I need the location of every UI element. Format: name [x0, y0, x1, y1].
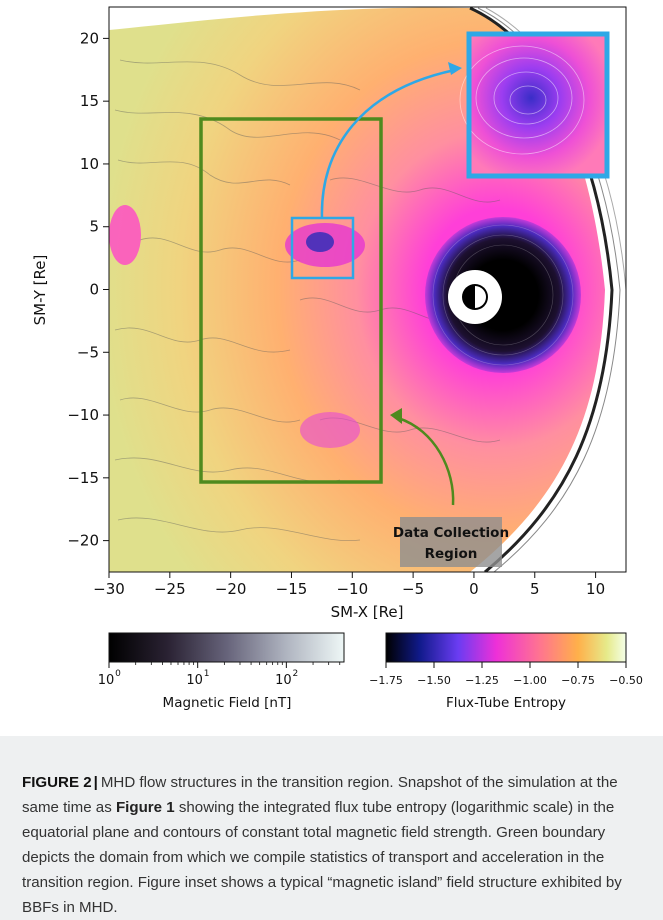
x-tick-label: −30: [93, 580, 125, 598]
x-tick-label: −5: [402, 580, 424, 598]
colorbar-entropy-label: Flux-Tube Entropy: [446, 695, 566, 711]
caption-text-2: showing the integrated flux tube entropy…: [22, 799, 622, 916]
x-tick-label: 5: [530, 580, 540, 598]
caption-box: FIGURE 2 | MHD flow structures in the tran…: [0, 736, 663, 920]
x-tick-label: 0: [469, 580, 479, 598]
cb-right-tick-label: −1.50: [417, 674, 451, 687]
caption-label: FIGURE 2: [22, 774, 92, 791]
cb-left-tick-label: 10: [186, 673, 203, 688]
y-axis-ticks: 20 15 10 5 0 −5 −10 −15 −20: [67, 29, 109, 550]
colorbar-entropy-ticks: −1.75 −1.50 −1.25 −1.00 −0.75 −0.50: [369, 662, 643, 687]
annotation-line-1: Data Collection: [393, 525, 509, 541]
x-axis-ticks: −30 −25 −20 −15 −10 −5 0 5 10: [93, 572, 605, 598]
cb-right-tick-label: −0.75: [561, 674, 595, 687]
caption-figure-ref: Figure 1: [115, 799, 175, 816]
y-tick-label: −10: [67, 406, 99, 424]
cb-right-tick-label: −1.25: [465, 674, 499, 687]
x-tick-label: −25: [154, 580, 186, 598]
y-tick-label: −20: [67, 532, 99, 550]
inner-magnetosphere: [425, 217, 581, 373]
colorbar-magnetic-field: 10 0 10 1 10 2 Magnetic Field [nT]: [98, 632, 345, 711]
y-tick-label: 10: [80, 155, 99, 173]
cb-right-tick-label: −0.50: [609, 674, 643, 687]
caption-text-1: MHD flow structures in the transition re…: [22, 774, 618, 816]
y-tick-label: 20: [80, 29, 99, 47]
inset-source-box: [290, 216, 355, 280]
cb-left-tick-exponent: 2: [292, 669, 298, 679]
data-collection-region: [199, 117, 383, 484]
cb-left-tick-exponent: 0: [115, 669, 121, 679]
cb-right-tick-label: −1.00: [513, 674, 547, 687]
cb-left-tick-exponent: 1: [204, 669, 210, 679]
x-tick-label: 10: [586, 580, 605, 598]
region-arrow: [390, 408, 455, 506]
cb-left-tick-label: 10: [275, 673, 292, 688]
figure-caption: FIGURE 2 | MHD flow structures in the tran…: [22, 774, 622, 916]
y-tick-label: 0: [89, 281, 99, 299]
inset-panel: [459, 31, 610, 179]
y-tick-label: 5: [89, 218, 99, 236]
y-tick-label: −5: [77, 343, 99, 361]
y-axis-label: SM-Y [Re]: [31, 255, 49, 326]
x-tick-label: −15: [276, 580, 308, 598]
x-axis-label: SM-X [Re]: [331, 603, 404, 621]
colorbar-entropy: −1.75 −1.50 −1.25 −1.00 −0.75 −0.50 Flux-Tube…: [369, 632, 643, 711]
x-tick-label: −20: [215, 580, 247, 598]
cb-right-tick-label: −1.75: [369, 674, 403, 687]
x-tick-label: −10: [336, 580, 368, 598]
figure-panel: Data Collection Region −30 −25 −20 −15 −10 −5…: [31, 6, 643, 711]
data-collection-label: Data Collection Region: [393, 517, 509, 567]
y-tick-label: 15: [80, 92, 99, 110]
inset-arrow: [320, 62, 462, 219]
colorbar-magnetic-field-label: Magnetic Field [nT]: [163, 695, 292, 711]
colorbar-magnetic-field-ticks: 10 0 10 1 10 2: [98, 662, 341, 688]
y-tick-label: −15: [67, 469, 99, 487]
annotation-line-2: Region: [425, 546, 478, 562]
cb-left-tick-label: 10: [98, 673, 115, 688]
